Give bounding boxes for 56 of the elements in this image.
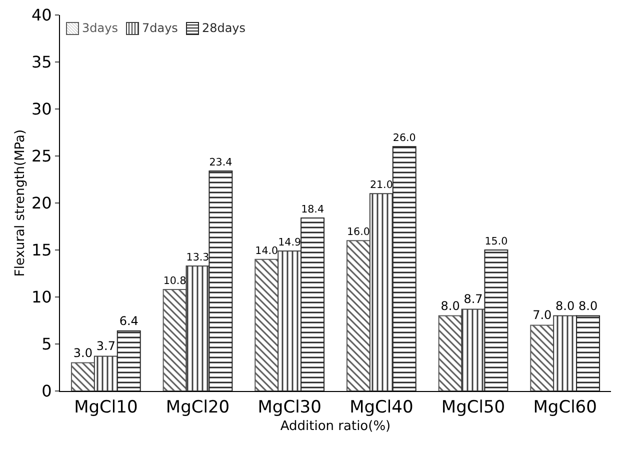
x-tick-label: MgCl10 bbox=[74, 397, 138, 418]
data-label: 14.9 bbox=[278, 236, 302, 248]
bar bbox=[162, 288, 187, 391]
data-label: 8.0 bbox=[440, 298, 460, 313]
data-label: 21.0 bbox=[370, 179, 393, 192]
text: 28days bbox=[202, 21, 246, 35]
data-label: 15.0 bbox=[484, 235, 508, 248]
data-label: 8.0 bbox=[578, 298, 598, 313]
y-tick-label: 25 bbox=[31, 146, 52, 166]
text: 3days bbox=[82, 21, 118, 35]
x-tick-label: MgCl60 bbox=[533, 397, 597, 418]
y-tick-label: 0 bbox=[42, 382, 52, 401]
x-tick-label: MgCl30 bbox=[258, 397, 322, 418]
bar bbox=[70, 362, 95, 391]
x-tick-label: MgCl20 bbox=[166, 397, 230, 418]
bar bbox=[438, 315, 462, 391]
data-label: 10.8 bbox=[163, 274, 186, 287]
y-tick-label: 35 bbox=[31, 52, 52, 72]
y-tick-label: 20 bbox=[31, 194, 52, 213]
data-label: 23.4 bbox=[209, 156, 232, 168]
data-label: 26.0 bbox=[392, 132, 416, 144]
data-label: 8.7 bbox=[464, 292, 483, 306]
bar bbox=[576, 315, 600, 391]
bar bbox=[530, 324, 554, 391]
bar bbox=[392, 146, 416, 391]
x-axis-title: Addition ratio(%) bbox=[280, 419, 391, 434]
data-label: 3.0 bbox=[73, 346, 93, 360]
data-label: 13.3 bbox=[186, 251, 210, 264]
bar bbox=[346, 240, 370, 391]
bar bbox=[186, 265, 210, 391]
bar bbox=[300, 218, 325, 391]
bar bbox=[116, 330, 141, 391]
bar bbox=[208, 170, 233, 391]
bar bbox=[484, 250, 508, 391]
data-label: 3.7 bbox=[96, 339, 116, 354]
x-tick-label: MgCl50 bbox=[441, 397, 506, 418]
y-tick-label: 40 bbox=[31, 6, 52, 25]
y-axis-title: Flexural strength(MPa) bbox=[13, 129, 28, 277]
data-label: 8.0 bbox=[556, 298, 575, 313]
bar bbox=[94, 356, 118, 391]
y-tick-label: 5 bbox=[42, 334, 52, 354]
bar bbox=[254, 258, 279, 391]
x-tick-label: MgCl40 bbox=[350, 397, 414, 418]
y-tick-label: 10 bbox=[31, 288, 52, 307]
data-label: 14.0 bbox=[255, 244, 278, 257]
data-label: 6.4 bbox=[119, 314, 138, 328]
data-label: 16.0 bbox=[346, 226, 370, 238]
bar bbox=[461, 308, 486, 391]
bar bbox=[278, 250, 302, 391]
text: 7days bbox=[142, 21, 178, 35]
y-tick-label: 30 bbox=[31, 100, 52, 119]
y-tick-label: 15 bbox=[31, 240, 52, 260]
bar bbox=[553, 315, 578, 391]
bar bbox=[369, 193, 394, 391]
data-label: 18.4 bbox=[301, 203, 324, 216]
data-label: 7.0 bbox=[532, 308, 552, 322]
